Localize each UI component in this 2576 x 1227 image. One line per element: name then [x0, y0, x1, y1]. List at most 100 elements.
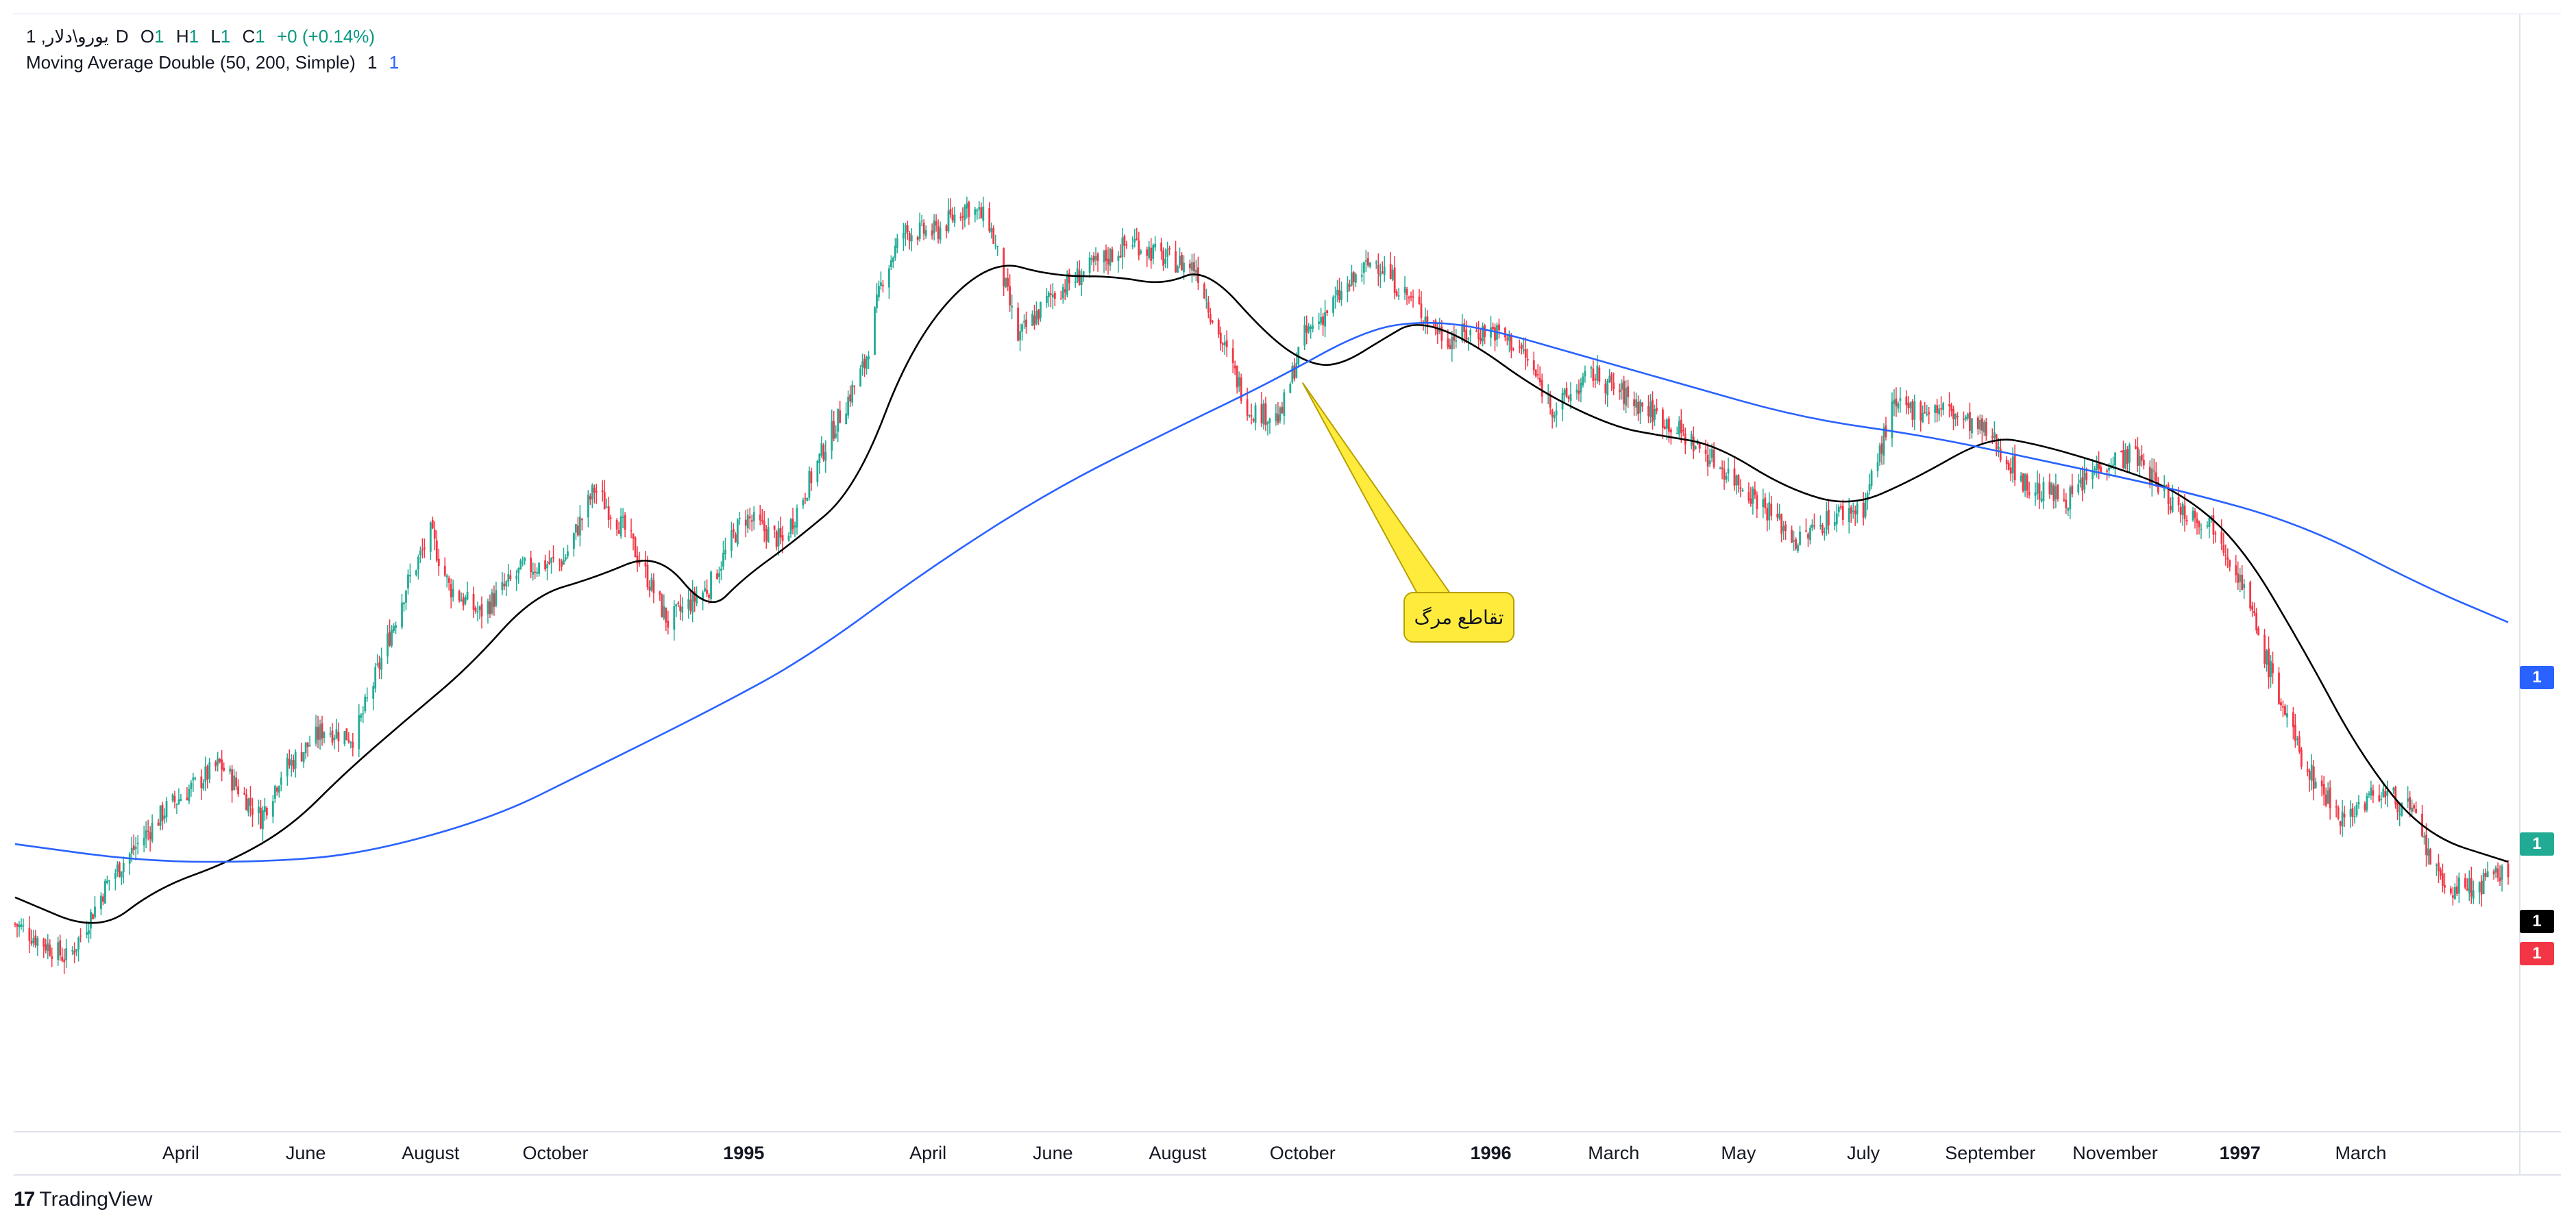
- candle-body: [1833, 522, 1836, 526]
- candle-body: [1334, 296, 1336, 298]
- time-axis[interactable]: April June August October 1995 April June Augus…: [162, 1143, 2387, 1163]
- candle-body: [302, 752, 305, 763]
- candle-body: [1449, 345, 1451, 349]
- candle-body: [1739, 487, 1742, 489]
- candle-body: [847, 397, 850, 416]
- candle-body: [2177, 497, 2180, 506]
- candle-body: [2200, 528, 2203, 530]
- candle-body: [347, 739, 350, 743]
- candle-body: [2057, 484, 2059, 499]
- candle-body: [1737, 475, 1740, 486]
- interval[interactable]: D: [115, 26, 129, 47]
- candle-body: [1068, 273, 1070, 284]
- candle-body: [1492, 326, 1494, 330]
- candle-body: [1647, 406, 1649, 417]
- candle-body: [2034, 493, 2037, 496]
- candle-body: [1882, 427, 1885, 456]
- candle-body: [706, 589, 708, 594]
- candle-body: [247, 798, 249, 813]
- candle-body: [620, 516, 622, 536]
- candle-body: [1017, 307, 1019, 341]
- candle-body: [1111, 249, 1114, 262]
- candle-body: [452, 588, 454, 597]
- candle-body: [1408, 297, 1410, 299]
- candle-body: [1727, 469, 1730, 474]
- candle-body: [2480, 880, 2483, 895]
- candle-body: [1891, 401, 1893, 438]
- candle-body: [835, 433, 837, 438]
- indicator-legend[interactable]: Moving Average Double (50, 200, Simple) …: [26, 52, 406, 73]
- candle-body: [1181, 254, 1183, 271]
- candle-body: [18, 924, 21, 928]
- candle-body: [2079, 479, 2082, 484]
- candle-body: [1893, 399, 1896, 404]
- candle-body: [2415, 808, 2417, 813]
- candle-body: [159, 805, 162, 826]
- candle-body: [968, 201, 970, 217]
- candle-body: [321, 723, 323, 739]
- candle-body: [1295, 362, 1298, 378]
- candle-body: [1682, 430, 1684, 432]
- candle-body: [1019, 331, 1021, 340]
- candle-body: [1455, 340, 1458, 342]
- candle-body: [395, 625, 397, 628]
- candle-body: [100, 895, 102, 909]
- candle-body: [352, 741, 354, 748]
- symbol-name[interactable]: 1 ,یورو\دلار: [26, 26, 109, 47]
- candle-body: [1880, 443, 1883, 454]
- candle-body: [2235, 565, 2237, 575]
- candle-body: [1694, 446, 1697, 450]
- candle-body: [1641, 402, 1643, 407]
- candle-body: [1007, 277, 1009, 287]
- death-cross-callout[interactable]: تقاطع مرگ: [1403, 592, 1514, 643]
- candle-body: [2372, 790, 2375, 796]
- candle-body: [696, 597, 698, 604]
- candle-body: [831, 421, 833, 451]
- candle-body: [775, 531, 778, 547]
- candle-body: [51, 956, 53, 959]
- candle-body: [563, 560, 565, 565]
- candle-body: [1978, 419, 1981, 430]
- candle-body: [593, 487, 596, 493]
- candle-body: [1434, 320, 1437, 330]
- candle-body: [1752, 488, 1754, 504]
- candle-body: [1909, 402, 1912, 408]
- candle-body: [2054, 486, 2057, 500]
- candle-body: [1152, 245, 1155, 259]
- candle-body: [1797, 545, 1799, 551]
- candle-body: [2038, 483, 2041, 500]
- tradingview-branding[interactable]: 17 TradingView: [14, 1188, 152, 1211]
- candle-body: [2286, 713, 2288, 718]
- candle-body: [1965, 417, 1967, 420]
- candle-body: [578, 517, 581, 536]
- candle-body: [752, 512, 755, 521]
- candle-body: [16, 924, 19, 927]
- candle-body: [1604, 383, 1607, 394]
- candle-body: [673, 606, 676, 630]
- candle-body: [1549, 395, 1551, 408]
- candle-body: [1623, 381, 1626, 404]
- candle-body: [2308, 770, 2311, 780]
- candle-body: [546, 564, 548, 569]
- candle-body: [90, 911, 92, 929]
- candle-body: [2438, 863, 2440, 871]
- candle-body: [777, 528, 780, 547]
- candle-body: [2349, 809, 2352, 817]
- candle-body: [1813, 525, 1815, 527]
- candle-body: [1138, 240, 1140, 256]
- candle-body: [1606, 381, 1609, 395]
- candle-body: [480, 604, 483, 617]
- candle-body: [2169, 506, 2172, 510]
- candle-body: [1264, 403, 1267, 425]
- candle-body: [1924, 412, 1926, 414]
- candle-body: [288, 758, 291, 766]
- candle-body: [704, 588, 706, 592]
- candle-body: [910, 235, 913, 242]
- candle-body: [765, 529, 768, 541]
- candle-body: [1841, 506, 1844, 520]
- candle-body: [116, 864, 119, 873]
- candle-body: [1125, 244, 1128, 246]
- candle-body: [122, 863, 125, 873]
- indicator-name[interactable]: Moving Average Double (50, 200, Simple): [26, 52, 356, 73]
